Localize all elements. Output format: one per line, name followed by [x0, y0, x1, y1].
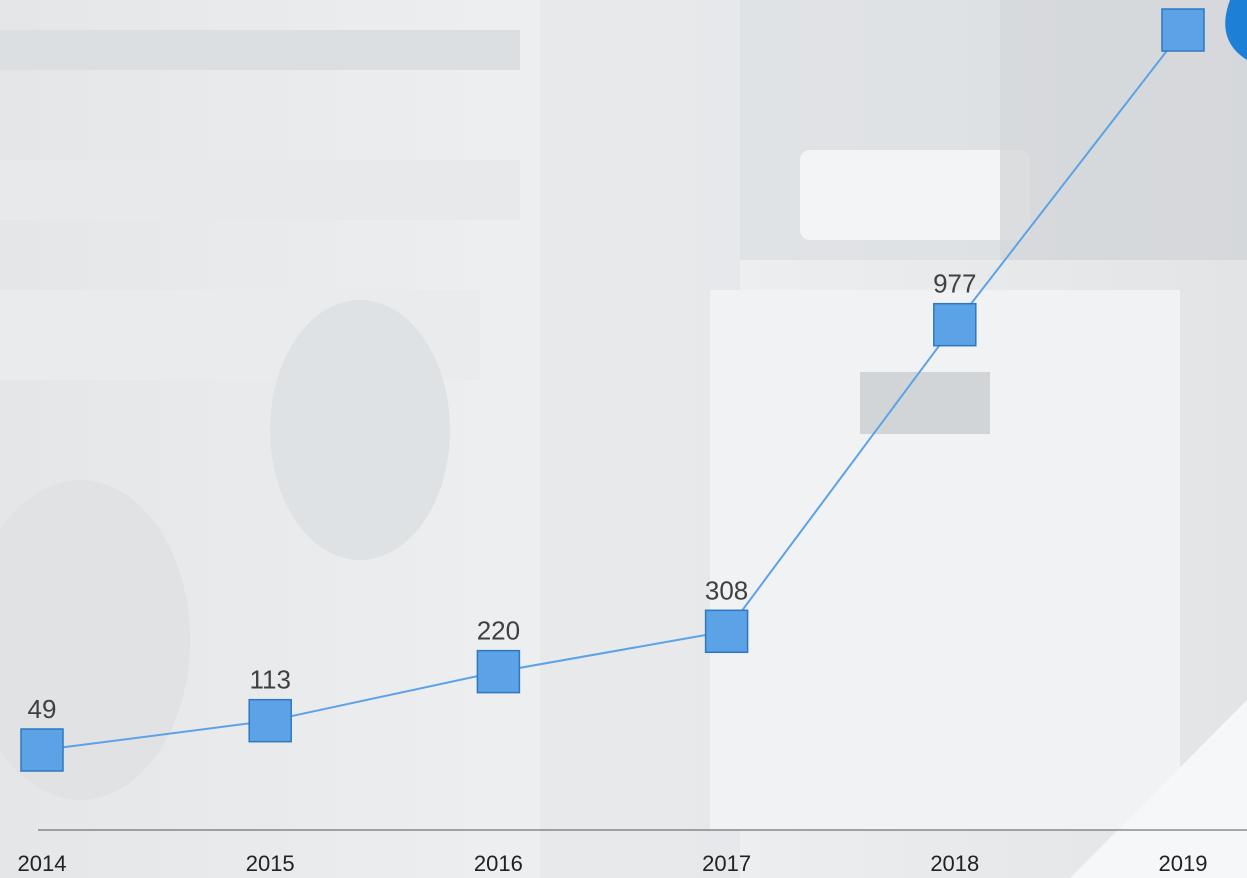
- marker: [476, 649, 521, 694]
- marker: [248, 698, 292, 743]
- x-tick-label: 2016: [474, 851, 523, 876]
- x-tick-label: 2018: [930, 851, 979, 876]
- value-label: 49: [28, 694, 57, 724]
- value-label: 113: [249, 665, 290, 695]
- value-label: 220: [477, 616, 520, 646]
- marker: [704, 609, 749, 654]
- value-label: 308: [705, 575, 748, 605]
- marker: [20, 728, 64, 772]
- x-tick-label: 2019: [1159, 851, 1208, 876]
- marker: [1161, 8, 1205, 52]
- line: [41, 29, 1184, 751]
- x-tick-label: 2017: [702, 851, 751, 876]
- marker: [933, 302, 977, 347]
- x-tick-label: 2014: [18, 851, 67, 876]
- value-label: 977: [933, 269, 976, 299]
- x-tick-label: 2015: [246, 851, 295, 876]
